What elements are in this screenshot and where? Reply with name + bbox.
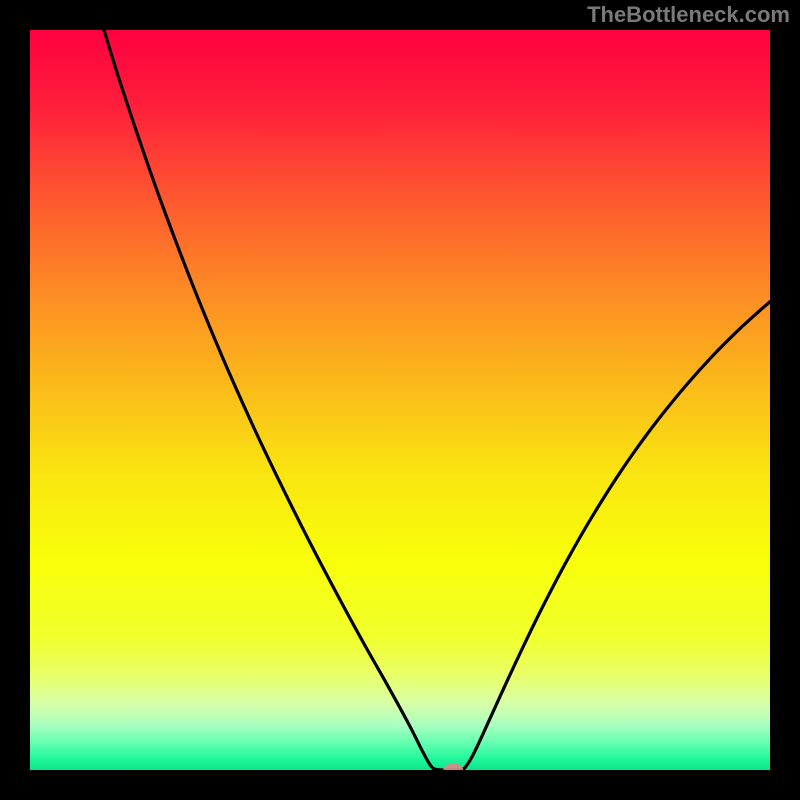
plot-area	[30, 30, 770, 770]
watermark-text: TheBottleneck.com	[587, 2, 790, 28]
plot-svg	[30, 30, 770, 770]
